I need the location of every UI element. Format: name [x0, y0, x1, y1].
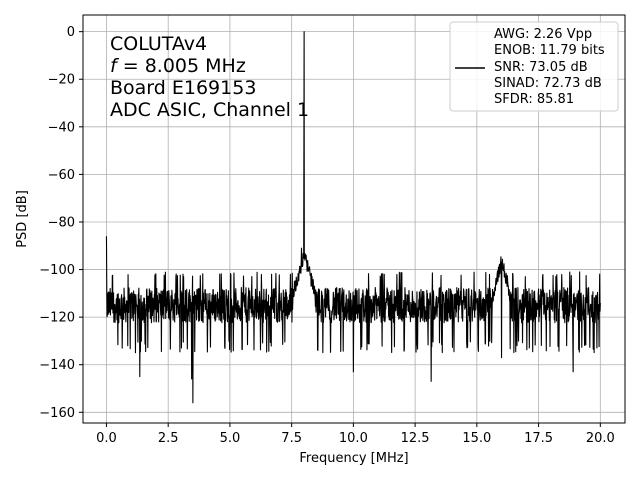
- x-tick-label-8: 20.0: [586, 431, 615, 446]
- y-tick-label-7: −140: [39, 358, 75, 373]
- plot-area: [105, 31, 601, 404]
- x-tick-label-7: 17.5: [524, 431, 553, 446]
- y-tick-label-0: 0: [67, 25, 75, 40]
- axes-frame: [82, 14, 626, 424]
- x-tick-label-5: 12.5: [401, 431, 430, 446]
- legend-entry-snr: SNR: 73.05 dB: [494, 60, 588, 75]
- y-tick-label-2: −40: [48, 120, 75, 135]
- x-tick-label-3: 7.5: [281, 431, 302, 446]
- legend-box: [449, 21, 619, 112]
- y-axis-ticks: 0 −20 −40 −60 −80 −100 −120 −140 −160: [39, 25, 83, 421]
- annotation-frequency-var: f: [110, 55, 120, 77]
- legend-entry-awg: AWG: 2.26 Vpp: [494, 27, 592, 42]
- annotation-block: COLUTAv4 f = 8.005 MHz Board E169153 ADC…: [110, 33, 309, 121]
- legend: AWG: 2.26 Vpp ENOB: 11.79 bits SNR: 73.0…: [449, 21, 619, 112]
- x-axis-title: Frequency [MHz]: [299, 451, 408, 466]
- annotation-channel: ADC ASIC, Channel 1: [110, 99, 309, 121]
- annotation-frequency-value: = 8.005 MHz: [117, 55, 246, 77]
- x-tick-label-6: 15.0: [462, 431, 491, 446]
- psd-series-line: [105, 31, 601, 404]
- annotation-name: COLUTAv4: [110, 33, 207, 55]
- y-tick-label-6: −120: [39, 311, 75, 326]
- annotation-frequency: f = 8.005 MHz: [110, 55, 246, 77]
- legend-entry-enob: ENOB: 11.79 bits: [494, 43, 605, 58]
- x-tick-label-0: 0.0: [96, 431, 117, 446]
- annotation-board: Board E169153: [110, 77, 256, 99]
- x-tick-label-2: 5.0: [220, 431, 241, 446]
- x-tick-label-1: 2.5: [158, 431, 179, 446]
- y-tick-label-8: −160: [39, 406, 75, 421]
- y-axis-title: PSD [dB]: [15, 190, 30, 248]
- y-tick-label-4: −80: [48, 215, 75, 230]
- y-tick-label-3: −60: [48, 168, 75, 183]
- x-tick-label-4: 10.0: [339, 431, 368, 446]
- y-tick-label-1: −20: [48, 73, 75, 88]
- x-axis-ticks: 0.0 2.5 5.0 7.5 10.0 12.5 15.0 17.5 20.0: [96, 423, 615, 446]
- y-tick-label-5: −100: [39, 263, 75, 278]
- legend-entry-sinad: SINAD: 72.73 dB: [494, 76, 602, 91]
- legend-entry-sfdr: SFDR: 85.81: [494, 92, 574, 107]
